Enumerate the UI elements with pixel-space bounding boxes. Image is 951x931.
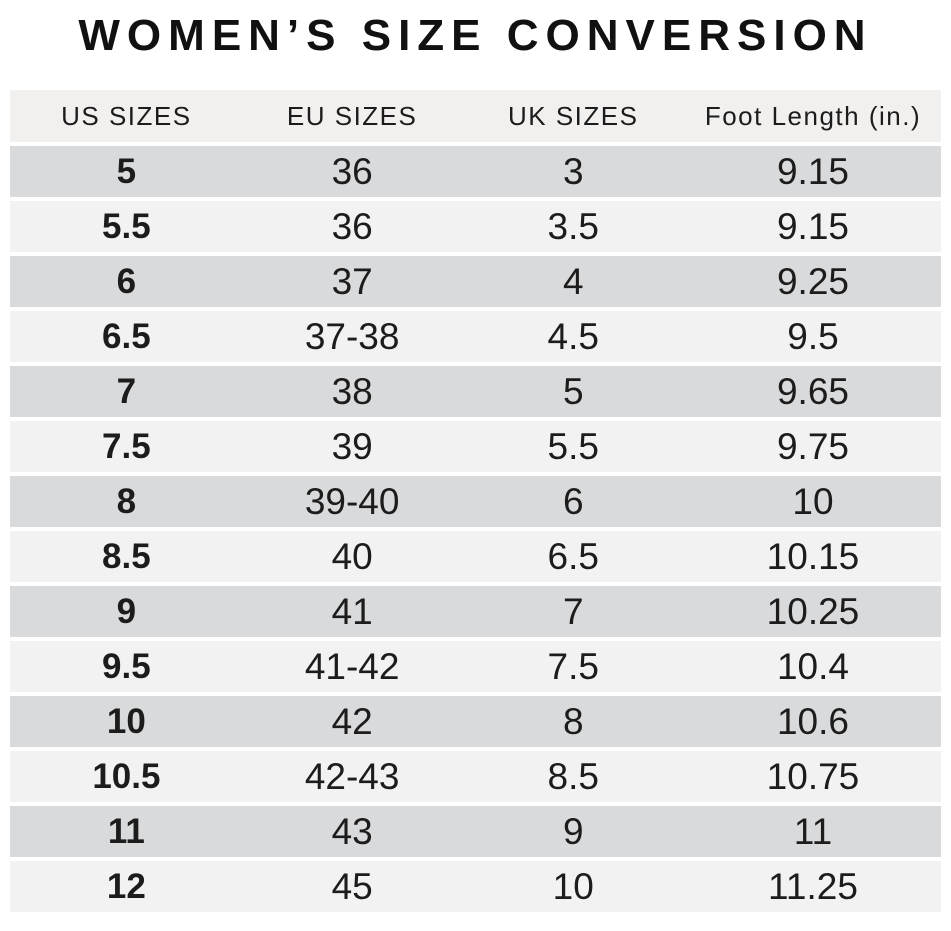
cell-us-size: 9.5 [102,646,151,686]
table-row: 7 38 5 9.65 [10,366,941,417]
cell-foot-length: 9.65 [776,370,849,412]
cell-uk-size: 9 [562,810,584,852]
cell-foot-length: 10.6 [776,700,849,742]
cell-foot-length: 10.25 [766,590,860,632]
cell-uk-size: 4 [562,260,584,302]
cell-eu-size: 41-42 [304,645,400,687]
table-row: 10.5 42-43 8.5 10.75 [10,751,941,802]
cell-eu-size: 40 [331,535,373,577]
cell-uk-size: 10 [552,865,594,907]
size-conversion-table: US SIZES EU SIZES UK SIZES Foot Length (… [10,90,941,912]
cell-uk-size: 8.5 [547,755,599,797]
column-header-us-sizes: US SIZES [61,100,192,131]
cell-foot-length: 9.25 [776,260,849,302]
cell-uk-size: 5.5 [547,425,599,467]
cell-us-size: 7.5 [102,426,151,466]
column-header-foot-length: Foot Length (in.) [704,100,922,131]
page-title: WOMEN’S SIZE CONVERSION [78,11,873,60]
table-row: 10 42 8 10.6 [10,696,941,747]
table-row: 7.5 39 5.5 9.75 [10,421,941,472]
cell-uk-size: 5 [562,370,584,412]
table-row: 9.5 41-42 7.5 10.4 [10,641,941,692]
cell-foot-length: 11.25 [768,865,858,907]
cell-uk-size: 8 [562,700,584,742]
table-row: 9 41 7 10.25 [10,586,941,637]
table-header-row: US SIZES EU SIZES UK SIZES Foot Length (… [10,90,941,142]
cell-uk-size: 7 [562,590,584,632]
cell-eu-size: 36 [331,205,373,247]
cell-us-size: 11 [107,811,145,851]
cell-eu-size: 36 [331,150,373,192]
table-row: 6 37 4 9.25 [10,256,941,307]
cell-us-size: 10.5 [92,756,161,796]
cell-foot-length: 11 [793,810,833,852]
cell-uk-size: 7.5 [547,645,599,687]
cell-eu-size: 41 [331,590,373,632]
cell-foot-length: 10.4 [776,645,849,687]
cell-foot-length: 10 [792,480,834,522]
cell-foot-length: 10.75 [766,755,860,797]
table-row: 8 39-40 6 10 [10,476,941,527]
cell-us-size: 8 [116,481,137,521]
cell-us-size: 5 [116,151,137,191]
cell-uk-size: 6 [562,480,584,522]
cell-eu-size: 37 [331,260,373,302]
table-row: 12 45 10 11.25 [10,861,941,912]
table-row: 5.5 36 3.5 9.15 [10,201,941,252]
cell-us-size: 10 [106,701,146,741]
cell-foot-length: 10.15 [766,535,860,577]
table-row: 6.5 37-38 4.5 9.5 [10,311,941,362]
cell-eu-size: 38 [331,370,373,412]
column-header-uk-sizes: UK SIZES [508,100,639,131]
cell-uk-size: 3 [562,150,584,192]
cell-foot-length: 9.75 [776,425,849,467]
cell-us-size: 6 [116,261,137,301]
cell-eu-size: 39 [331,425,373,467]
cell-eu-size: 37-38 [304,315,400,357]
cell-us-size: 6.5 [102,316,151,356]
cell-eu-size: 42 [331,700,373,742]
cell-uk-size: 6.5 [547,535,599,577]
cell-us-size: 5.5 [102,206,151,246]
table-row: 5 36 3 9.15 [10,146,941,197]
cell-us-size: 8.5 [102,536,151,576]
cell-eu-size: 39-40 [304,480,400,522]
cell-eu-size: 45 [331,865,373,907]
table-body: 5 36 3 9.15 5.5 36 3.5 9.15 6 37 4 9.25 6.5 37-38 4.5 9… [10,146,941,912]
cell-eu-size: 42-43 [304,755,400,797]
table-row: 11 43 9 11 [10,806,941,857]
cell-foot-length: 9.5 [787,315,839,357]
cell-us-size: 12 [106,866,146,906]
cell-uk-size: 4.5 [547,315,599,357]
cell-us-size: 9 [116,591,137,631]
cell-us-size: 7 [116,371,137,411]
cell-foot-length: 9.15 [776,205,849,247]
cell-uk-size: 3.5 [547,205,599,247]
table-row: 8.5 40 6.5 10.15 [10,531,941,582]
column-header-eu-sizes: EU SIZES [286,100,418,131]
cell-foot-length: 9.15 [776,150,849,192]
cell-eu-size: 43 [331,810,373,852]
